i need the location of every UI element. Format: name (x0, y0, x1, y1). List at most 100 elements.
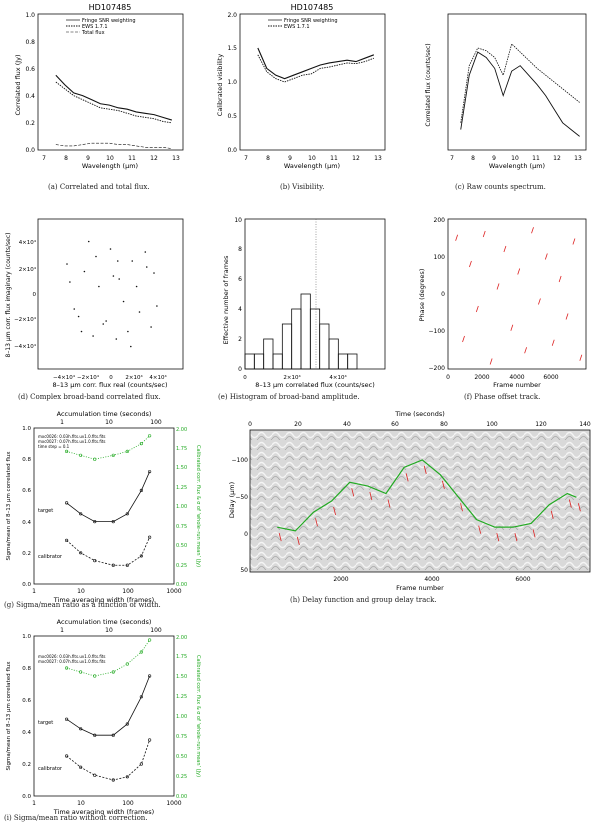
y-tick-label: 0.8 (22, 666, 31, 672)
caption-b: (b) Visibility. (280, 183, 325, 191)
data-point (93, 674, 97, 678)
series-line-2 (66, 639, 150, 677)
data-point (79, 551, 83, 555)
legend-line: time step = 0.1 (38, 444, 70, 449)
y-tick-label-right: 0.00 (176, 582, 187, 588)
x-tick-label: 7 (244, 155, 248, 162)
y-tick-label: 8 (238, 246, 242, 253)
y-tick-label-right: 2.00 (176, 635, 187, 641)
x-axis-label: Time averaging width (frames) (53, 808, 154, 816)
panel-h: Time (seconds) 0 20 40 60 80 100 120 140… (228, 410, 600, 610)
marks-b (257, 47, 375, 83)
x-tick-label: 1000 (166, 800, 181, 807)
y-ticks: 0.0 0.2 0.4 0.6 0.8 1.0 (25, 12, 35, 154)
marks-e (244, 293, 358, 370)
panel-f: Phase (degrees) Frame number 0 2000 4000… (400, 205, 600, 405)
x-ticks: 7 8 9 10 11 12 13 (244, 155, 382, 162)
x-tick-label: 11 (128, 155, 136, 162)
histogram-bar (319, 323, 330, 370)
data-point (147, 535, 152, 539)
series-line-0 (257, 47, 375, 80)
caption-a: (a) Correlated and total flux. (48, 183, 150, 191)
y-axis-label: Phase (degrees) (418, 269, 426, 322)
x-tick-label: 100 (122, 800, 134, 807)
delay-red-mark (405, 473, 409, 482)
y-tick-label-right: 0.25 (176, 563, 187, 569)
data-point (139, 441, 143, 446)
data-point (79, 765, 83, 769)
delay-red-mark (387, 499, 391, 508)
y-axis-label-right: Calibrated corr. flux & σ of ‘whole–run … (195, 445, 201, 567)
x-tick-label: 10 (511, 155, 519, 162)
y-tick-label-right: 1.25 (176, 694, 187, 700)
top-tick-label: 40 (343, 421, 351, 428)
top-ticks: 0 20 40 60 80 100 120 140 (248, 421, 591, 428)
calibrator-label: calibrator (38, 766, 63, 772)
histogram-bar (281, 323, 293, 370)
phase-mark (551, 339, 555, 346)
top-tick-label: 10 (105, 419, 113, 426)
scatter-point (95, 255, 97, 258)
y-ticks: 0 2 4 6 8 10 (234, 217, 242, 373)
data-point (65, 449, 69, 454)
scatter-point (102, 323, 105, 325)
y-tick-label: 0.5 (227, 113, 237, 120)
x-ticks: 0 2000 4000 6000 (446, 374, 559, 381)
marks-c (460, 43, 580, 137)
data-point (139, 762, 143, 766)
phase-mark (503, 245, 507, 253)
y-tick-label-right: 0.75 (176, 734, 187, 740)
panel-g-svg: Accumulation time (seconds) 1 10 100 Sig… (6, 410, 201, 604)
scatter-point (92, 335, 94, 337)
data-point (147, 434, 152, 438)
delay-function-image (249, 429, 591, 573)
x-tick-label: 7 (42, 155, 46, 162)
phase-mark (524, 347, 528, 354)
histogram-bar (244, 353, 255, 370)
scatter-point (80, 330, 83, 333)
scatter-point (127, 330, 129, 333)
series-line-0 (66, 675, 150, 736)
y-ticks: 4×10⁴ 2×10⁴ 0 −2×10⁴ −4×10⁴ (14, 239, 37, 350)
panel-d-svg: 8–13 μm corr. flux imaginary (counts/sec… (5, 218, 184, 389)
x-tick-label: 1000 (166, 588, 181, 595)
y-tick-label: −100 (429, 328, 446, 335)
y-tick-label: 0.0 (227, 147, 237, 154)
data-point (139, 554, 143, 558)
y-tick-label: 10 (234, 217, 242, 224)
data-point (111, 453, 115, 457)
delay-red-mark (423, 465, 427, 474)
plot-title: HD107485 (291, 3, 334, 12)
x-axis-label: Frame number (493, 381, 541, 389)
histogram-bar (291, 308, 302, 370)
top-tick-label: 120 (535, 421, 547, 428)
data-point (111, 670, 115, 674)
series-line-1 (66, 739, 150, 781)
phase-mark (482, 230, 486, 238)
series-line-1 (460, 43, 580, 123)
scatter-point (66, 263, 68, 265)
y-ticks: 0.0 0.2 0.4 0.6 0.8 1.0 (22, 634, 31, 800)
plot-frame (239, 13, 386, 151)
data-point (93, 733, 97, 737)
data-point (125, 449, 129, 454)
top-axis-label: Accumulation time (seconds) (57, 618, 152, 626)
data-point (79, 453, 83, 457)
data-point (111, 733, 115, 737)
scatter-point (144, 251, 147, 253)
scatter-point (118, 278, 120, 280)
x-tick-label: 12 (352, 155, 360, 162)
histogram-bar (263, 338, 274, 370)
panel-e-svg: Effective number of frames 8–13 μm corre… (222, 217, 386, 389)
data-point (65, 717, 69, 721)
data-point (79, 670, 83, 674)
delay-red-mark (478, 525, 482, 534)
caption-d: (d) Complex broad-band correlated flux. (18, 393, 161, 401)
y-tick-label-right: 1.25 (176, 485, 187, 491)
series-line-1 (66, 537, 150, 566)
series-line-1 (257, 54, 375, 83)
marks-f (455, 227, 583, 365)
scatter-point (130, 345, 132, 348)
panel-f-svg: Phase (degrees) Frame number 0 2000 4000… (418, 217, 587, 389)
delay-red-mark (532, 529, 536, 538)
